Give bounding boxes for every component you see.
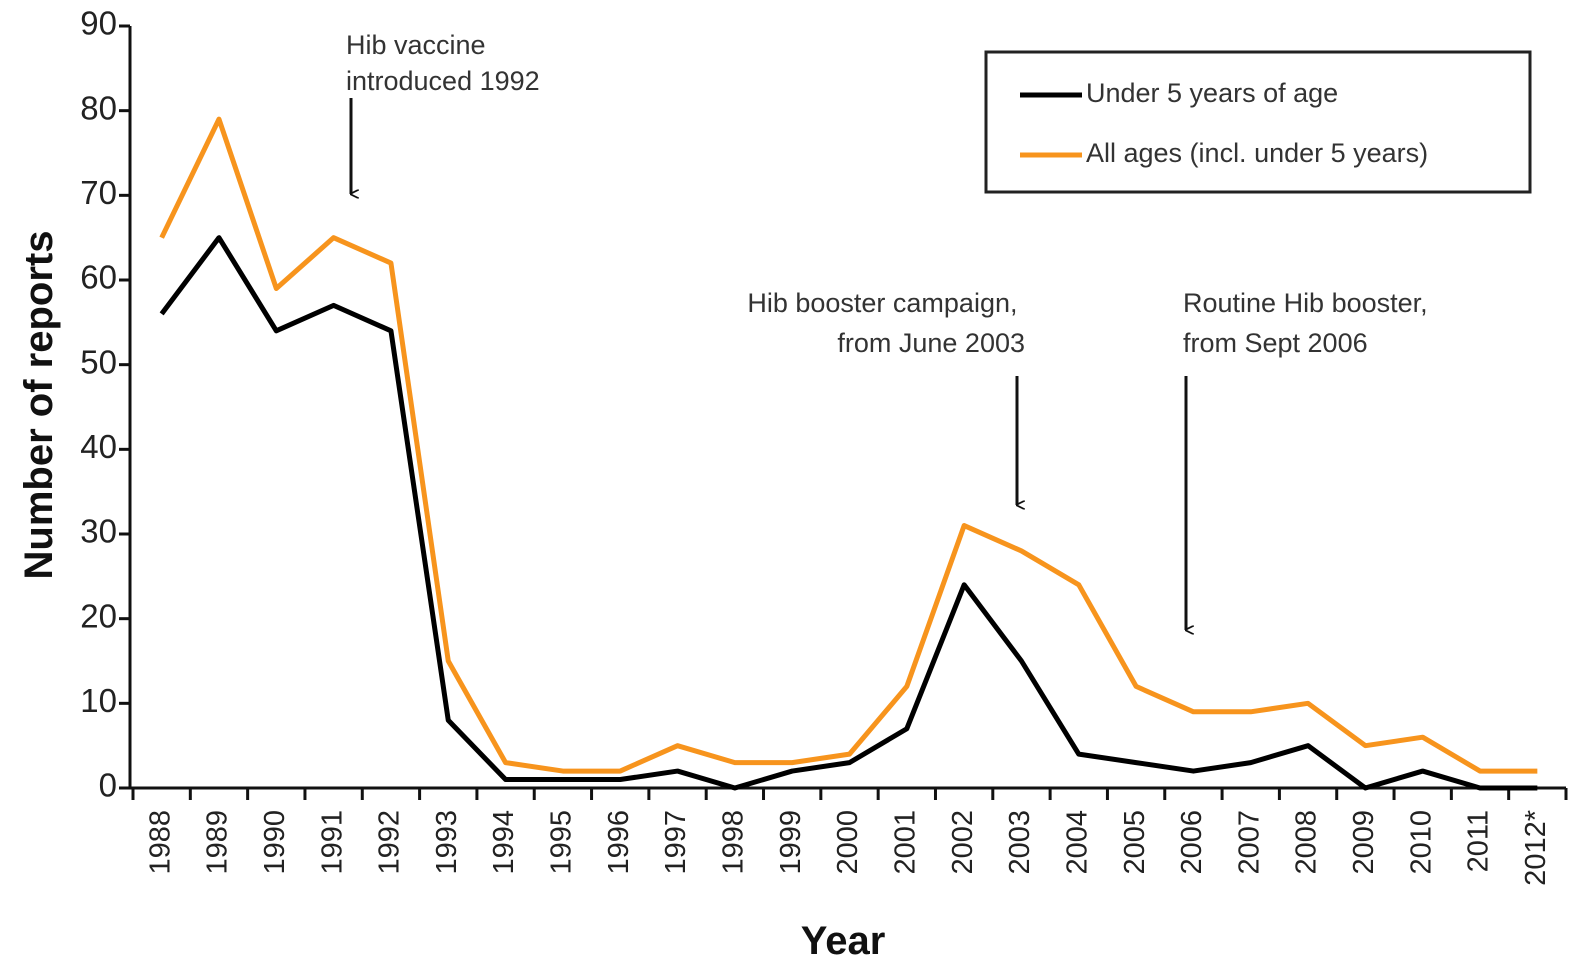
annotation: Hib vaccine introduced 1992 — [346, 30, 540, 96]
annotation-line: from Sept 2006 — [1183, 328, 1368, 358]
y-tick-label: 70 — [80, 174, 117, 211]
legend-label: Under 5 years of age — [1086, 78, 1338, 108]
annotation: Routine Hib booster, from Sept 2006 — [1183, 288, 1435, 358]
annotation-line: Hib booster campaign, — [747, 288, 1017, 318]
x-tick-label: 2004 — [1061, 810, 1093, 875]
x-tick-label: 2001 — [889, 810, 921, 875]
y-axis-title: Number of reports — [17, 231, 61, 580]
x-tick-label: 2002 — [947, 810, 979, 875]
x-tick-label: 2010 — [1405, 810, 1437, 875]
x-tick-label: 1993 — [431, 810, 463, 875]
annotation-line: from June 2003 — [837, 328, 1025, 358]
x-tick-label: 1998 — [718, 810, 750, 875]
y-tick-label: 0 — [99, 767, 117, 804]
line-series — [159, 235, 1538, 791]
line-series — [159, 116, 1538, 774]
annotation: Hib booster campaign, from June 2003 — [747, 288, 1025, 358]
annotation-line: Routine Hib booster, — [1183, 288, 1428, 318]
y-tick-label: 60 — [80, 259, 117, 296]
x-tick-label: 1997 — [660, 810, 692, 875]
x-tick-label: 2007 — [1233, 810, 1265, 875]
x-tick-label: 2011 — [1463, 810, 1495, 872]
y-tick-label: 30 — [80, 513, 117, 550]
y-tick-label: 20 — [80, 597, 117, 634]
x-tick-label: 1996 — [603, 810, 635, 875]
x-tick-label: 1988 — [144, 810, 176, 875]
x-tick-label: 2009 — [1348, 810, 1380, 875]
x-tick-label: 2005 — [1119, 810, 1151, 875]
x-tick-label: 1999 — [775, 810, 807, 875]
x-tick-label: 1991 — [316, 810, 348, 875]
x-tick-label: 2006 — [1176, 810, 1208, 875]
x-tick-label: 2012* — [1520, 810, 1552, 886]
x-tick-label: 1994 — [488, 810, 520, 875]
y-tick-label: 50 — [80, 343, 117, 380]
x-tick-label: 2008 — [1291, 810, 1323, 875]
legend-label: All ages (incl. under 5 years) — [1086, 138, 1428, 168]
y-tick-label: 10 — [80, 682, 117, 719]
y-tick-label: 80 — [80, 89, 117, 126]
x-axis-title: Year — [801, 919, 886, 963]
y-tick-label: 90 — [80, 5, 117, 42]
legend-box — [984, 50, 1532, 194]
x-tick-label: 1995 — [546, 810, 578, 875]
annotation-line: introduced 1992 — [346, 66, 540, 96]
x-tick-label: 1990 — [259, 810, 291, 875]
x-tick-label: 1989 — [202, 810, 234, 875]
y-tick-label: 40 — [80, 428, 117, 465]
x-tick-label: 2000 — [832, 810, 864, 875]
annotation-line: Hib vaccine — [346, 30, 486, 60]
x-tick-label: 1992 — [374, 810, 406, 875]
x-tick-label: 2003 — [1004, 810, 1036, 875]
